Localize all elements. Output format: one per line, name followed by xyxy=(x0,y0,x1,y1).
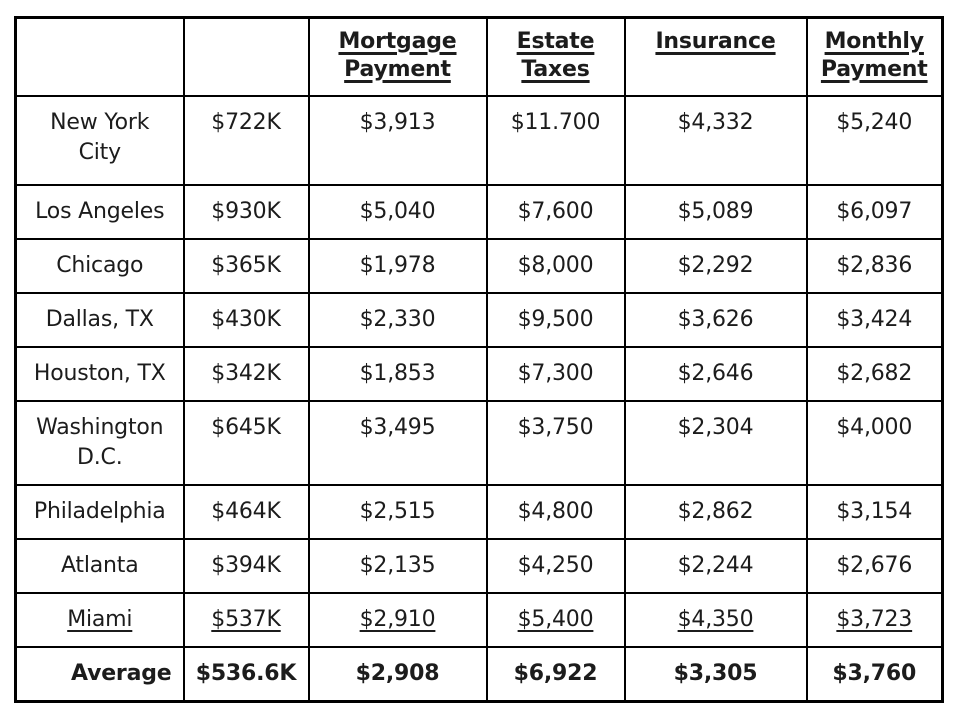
table-row-miami: Miami $537K $2,910 $5,400 $4,350 $3,723 xyxy=(14,592,944,648)
column-header-insurance: Insurance xyxy=(623,16,808,97)
column-header-mortgage-payment: Mortgage Payment xyxy=(307,16,488,97)
insurance-cell: $2,244 xyxy=(623,538,808,594)
table-row-dallas-tx: Dallas, TX $430K $2,330 $9,500 $3,626 $3… xyxy=(14,292,944,348)
monthly-payment-cell: $3,424 xyxy=(805,292,944,348)
mortgage-payment-cell: $3,495 xyxy=(307,400,488,486)
insurance-cell: $5,089 xyxy=(623,184,808,240)
monthly-payment-cell: $4,000 xyxy=(805,400,944,486)
home-price-cell: $394K xyxy=(182,538,310,594)
home-price-cell: $930K xyxy=(182,184,310,240)
insurance-cell: $3,626 xyxy=(623,292,808,348)
estate-taxes-cell: $7,600 xyxy=(485,184,626,240)
mortgage-payment-cell: $5,040 xyxy=(307,184,488,240)
estate-taxes-cell: $4,800 xyxy=(485,484,626,540)
mortgage-payment-cell: $3,913 xyxy=(307,95,488,186)
home-price-cell: $722K xyxy=(182,95,310,186)
estate-taxes-cell: $3,750 xyxy=(485,400,626,486)
insurance-cell: $2,292 xyxy=(623,238,808,294)
city-cell: Dallas, TX xyxy=(14,292,185,348)
home-price-cell: $464K xyxy=(182,484,310,540)
estate-taxes-cell: $6,922 xyxy=(485,646,626,703)
city-cell: Philadelphia xyxy=(14,484,185,540)
city-cell: Chicago xyxy=(14,238,185,294)
table-row-new-york-city: New York City $722K $3,913 $11.700 $4,33… xyxy=(14,95,944,186)
monthly-payment-cell: $2,676 xyxy=(805,538,944,594)
column-header-estate-taxes: Estate Taxes xyxy=(485,16,626,97)
mortgage-payment-cell: $2,910 xyxy=(307,592,488,648)
insurance-cell: $2,646 xyxy=(623,346,808,402)
home-price-cell: $342K xyxy=(182,346,310,402)
insurance-cell: $3,305 xyxy=(623,646,808,703)
monthly-payment-cell: $5,240 xyxy=(805,95,944,186)
home-price-cell: $537K xyxy=(182,592,310,648)
monthly-payment-cell: $3,723 xyxy=(805,592,944,648)
average-label-cell: Average xyxy=(14,646,185,703)
column-header-price-blank xyxy=(182,16,310,97)
insurance-cell: $4,332 xyxy=(623,95,808,186)
column-header-monthly-payment: Monthly Payment xyxy=(805,16,944,97)
home-price-cell: $645K xyxy=(182,400,310,486)
city-cell: Miami xyxy=(14,592,185,648)
home-price-cell: $365K xyxy=(182,238,310,294)
city-cell: Los Angeles xyxy=(14,184,185,240)
insurance-cell: $4,350 xyxy=(623,592,808,648)
insurance-cell: $2,304 xyxy=(623,400,808,486)
home-price-cell: $430K xyxy=(182,292,310,348)
estate-taxes-cell: $5,400 xyxy=(485,592,626,648)
mortgage-payment-cell: $2,135 xyxy=(307,538,488,594)
monthly-payment-cell: $2,682 xyxy=(805,346,944,402)
monthly-payment-cell: $3,760 xyxy=(805,646,944,703)
table-row-chicago: Chicago $365K $1,978 $8,000 $2,292 $2,83… xyxy=(14,238,944,294)
mortgage-payment-cell: $1,853 xyxy=(307,346,488,402)
header-row: Mortgage Payment Estate Taxes Insurance … xyxy=(14,16,944,97)
mortgage-payment-cell: $2,908 xyxy=(307,646,488,703)
insurance-cell: $2,862 xyxy=(623,484,808,540)
table-row-houston-tx: Houston, TX $342K $1,853 $7,300 $2,646 $… xyxy=(14,346,944,402)
table-row-atlanta: Atlanta $394K $2,135 $4,250 $2,244 $2,67… xyxy=(14,538,944,594)
housing-cost-table: Mortgage Payment Estate Taxes Insurance … xyxy=(14,16,944,703)
table-row-average: Average $536.6K $2,908 $6,922 $3,305 $3,… xyxy=(14,646,944,703)
estate-taxes-cell: $11.700 xyxy=(485,95,626,186)
monthly-payment-cell: $6,097 xyxy=(805,184,944,240)
mortgage-payment-cell: $2,330 xyxy=(307,292,488,348)
home-price-cell: $536.6K xyxy=(182,646,310,703)
column-header-city-blank xyxy=(14,16,185,97)
city-cell: Atlanta xyxy=(14,538,185,594)
estate-taxes-cell: $8,000 xyxy=(485,238,626,294)
city-cell: New York City xyxy=(14,95,185,186)
monthly-payment-cell: $2,836 xyxy=(805,238,944,294)
table-row-philadelphia: Philadelphia $464K $2,515 $4,800 $2,862 … xyxy=(14,484,944,540)
housing-cost-table-container: Mortgage Payment Estate Taxes Insurance … xyxy=(14,16,944,703)
mortgage-payment-cell: $1,978 xyxy=(307,238,488,294)
monthly-payment-cell: $3,154 xyxy=(805,484,944,540)
estate-taxes-cell: $7,300 xyxy=(485,346,626,402)
city-cell: Washington D.C. xyxy=(14,400,185,486)
mortgage-payment-cell: $2,515 xyxy=(307,484,488,540)
table-row-washington-dc: Washington D.C. $645K $3,495 $3,750 $2,3… xyxy=(14,400,944,486)
estate-taxes-cell: $4,250 xyxy=(485,538,626,594)
table-row-los-angeles: Los Angeles $930K $5,040 $7,600 $5,089 $… xyxy=(14,184,944,240)
estate-taxes-cell: $9,500 xyxy=(485,292,626,348)
city-cell: Houston, TX xyxy=(14,346,185,402)
